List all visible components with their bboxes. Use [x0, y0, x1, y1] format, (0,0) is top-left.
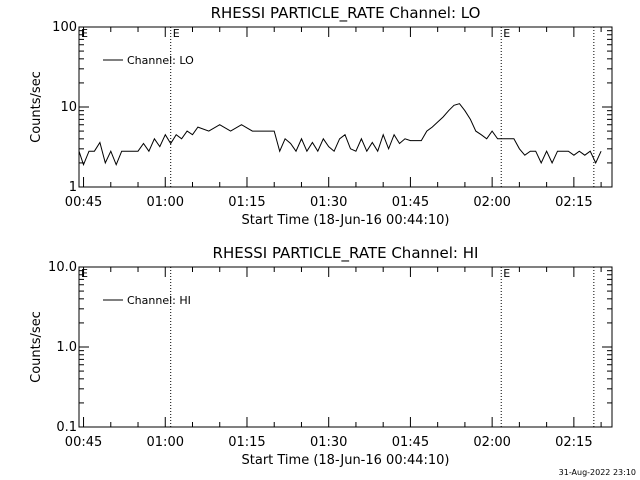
x-tick-label: 02:00	[473, 435, 510, 450]
x-tick-label: 02:15	[555, 195, 592, 210]
legend-label: Channel: HI	[127, 294, 191, 307]
x-tick-label: 01:15	[228, 195, 265, 210]
edge-marker-label: E	[81, 267, 88, 280]
x-tick-label: 01:00	[147, 195, 184, 210]
edge-marker-label: E	[81, 27, 88, 40]
y-axis-label: Counts/sec	[29, 311, 44, 383]
x-tick-label: 01:00	[147, 435, 184, 450]
x-tick-label: 02:00	[473, 195, 510, 210]
y-tick-label: 10.0	[48, 260, 77, 275]
x-axis-label: Start Time (18-Jun-16 00:44:10)	[242, 213, 450, 228]
series-line-channel-lo	[78, 103, 602, 167]
chart-panel-lo: RHESSI PARTICLE_RATE Channel: LO Start Ti…	[29, 4, 613, 228]
x-tick-label: 01:30	[310, 195, 347, 210]
y-axis-label: Counts/sec	[29, 71, 44, 143]
chart-panel-hi: RHESSI PARTICLE_RATE Channel: HI Start Ti…	[29, 244, 613, 468]
chart-title: RHESSI PARTICLE_RATE Channel: HI	[213, 244, 479, 263]
footer-timestamp: 31-Aug-2022 23:10	[559, 468, 636, 477]
x-tick-label: 01:30	[310, 435, 347, 450]
chart-title: RHESSI PARTICLE_RATE Channel: LO	[211, 4, 481, 23]
y-tick-label: 10	[60, 100, 77, 115]
x-tick-label: 02:15	[555, 435, 592, 450]
y-tick-label: 1.0	[56, 340, 77, 355]
x-tick-label: 00:45	[65, 435, 102, 450]
x-tick-label: 01:45	[392, 195, 429, 210]
y-tick-label: 100	[52, 20, 77, 35]
legend-label: Channel: LO	[127, 54, 194, 67]
marker-label: E	[503, 27, 510, 40]
marker-label: E	[503, 267, 510, 280]
plot-frame	[78, 26, 613, 188]
x-tick-label: 01:15	[228, 435, 265, 450]
marker-label: E	[173, 27, 180, 40]
x-tick-label: 00:45	[65, 195, 102, 210]
y-tick-label: 0.1	[56, 420, 77, 435]
plot-frame	[78, 266, 613, 428]
y-tick-label: 1	[69, 180, 77, 195]
x-axis-label: Start Time (18-Jun-16 00:44:10)	[242, 453, 450, 468]
x-tick-label: 01:45	[392, 435, 429, 450]
